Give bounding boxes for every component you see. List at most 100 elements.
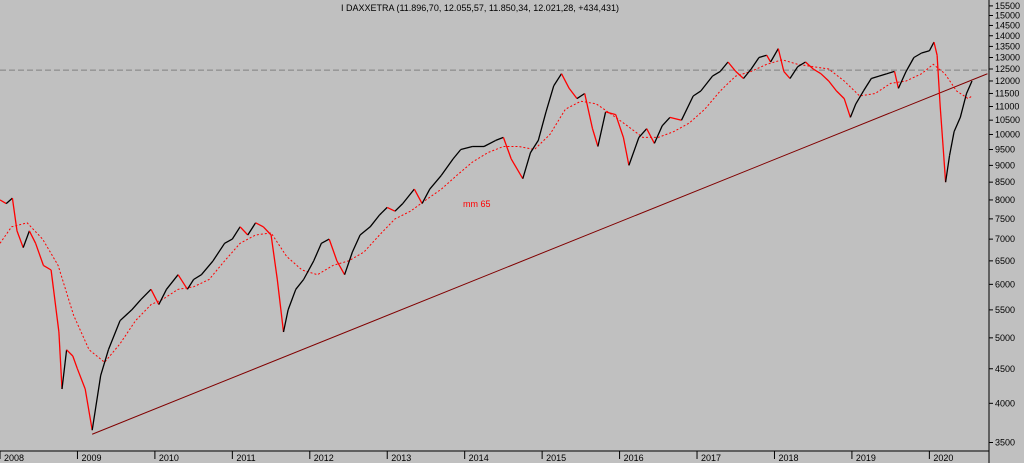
y-tick-label: 4000 xyxy=(995,398,1015,408)
price-segment xyxy=(5,197,13,205)
price-segment xyxy=(812,68,822,75)
y-tick-label: 6000 xyxy=(995,279,1015,289)
price-segment xyxy=(805,61,814,70)
price-segment xyxy=(789,66,799,79)
price-segment xyxy=(76,368,86,390)
price-segment xyxy=(605,111,616,116)
price-segment xyxy=(591,128,599,147)
price-segment xyxy=(440,158,454,176)
price-segment xyxy=(871,75,880,80)
price-segment xyxy=(200,260,214,276)
price-segment xyxy=(72,355,79,370)
y-tick-label: 15000 xyxy=(995,11,1020,21)
price-segment xyxy=(247,222,257,236)
price-segment xyxy=(351,234,361,253)
price-segment xyxy=(165,274,179,290)
price-segment xyxy=(270,234,278,280)
price-segment xyxy=(692,90,702,97)
y-tick-label: 6500 xyxy=(995,256,1015,266)
price-segment xyxy=(770,48,779,63)
price-segment xyxy=(295,279,305,290)
price-segment xyxy=(959,93,968,118)
trendline-layer xyxy=(91,73,988,435)
y-tick-label: 3500 xyxy=(995,437,1015,447)
price-segment xyxy=(928,41,935,52)
y-tick-label: 4500 xyxy=(995,364,1015,374)
x-tick-label: 2010 xyxy=(159,453,179,463)
x-axis: 2008 2009 2010 2011 2012 2013 2014 2015 2016 2017… xyxy=(0,451,953,463)
y-tick-label: 13000 xyxy=(995,52,1020,62)
moving-average-label: mm 65 xyxy=(463,199,491,209)
y-tick-label: 9000 xyxy=(995,160,1015,170)
y-tick-label: 12000 xyxy=(995,76,1020,86)
price-segment xyxy=(742,68,752,79)
price-segment xyxy=(336,260,346,276)
price-segment xyxy=(502,137,512,160)
price-segment xyxy=(66,349,74,357)
x-tick-label: 2011 xyxy=(236,453,255,463)
price-segment xyxy=(282,309,289,333)
trendline xyxy=(91,73,988,435)
price-segment xyxy=(413,188,423,204)
price-segment xyxy=(942,149,947,183)
price-segment xyxy=(849,103,857,118)
y-tick-label: 5500 xyxy=(995,305,1015,315)
price-segment xyxy=(150,289,160,305)
price-segment xyxy=(576,92,586,100)
x-tick-label: 2013 xyxy=(391,453,411,463)
price-segment xyxy=(560,73,570,89)
price-segment xyxy=(343,251,354,275)
price-segment xyxy=(661,116,671,127)
price-segment xyxy=(483,139,497,148)
x-tick-label: 2012 xyxy=(314,453,334,463)
price-segment xyxy=(16,230,24,248)
y-tick-label: 15500 xyxy=(995,1,1020,11)
price-segment xyxy=(766,54,772,63)
x-tick-label: 2019 xyxy=(856,453,876,463)
price-segment xyxy=(948,131,955,156)
price-segment xyxy=(359,226,371,236)
price-segment xyxy=(158,289,168,305)
price-segment xyxy=(140,288,152,300)
price-segment xyxy=(735,70,744,79)
price-segment xyxy=(965,80,973,94)
price-segment xyxy=(50,269,60,333)
price-segment xyxy=(328,238,338,262)
price-segment xyxy=(460,145,473,151)
price-segment xyxy=(131,298,142,311)
price-segment xyxy=(28,230,37,244)
price-segment xyxy=(828,80,837,92)
price-segment xyxy=(797,61,806,68)
price-segment xyxy=(510,158,524,180)
price-segment xyxy=(777,48,785,72)
price-segment xyxy=(231,226,241,240)
x-tick-label: 2018 xyxy=(778,453,798,463)
price-segment xyxy=(421,188,431,204)
price-segment xyxy=(429,174,442,190)
price-segment xyxy=(107,320,121,351)
price-segment xyxy=(783,70,791,79)
price-segment xyxy=(855,90,865,105)
price-segment xyxy=(913,52,922,59)
y-tick-label: 9500 xyxy=(995,145,1015,155)
y-tick-label: 7500 xyxy=(995,214,1015,224)
price-segment xyxy=(11,198,18,231)
price-segment xyxy=(597,111,607,147)
y-tick-label: 5000 xyxy=(995,333,1015,343)
price-segment xyxy=(119,309,133,322)
price-segment xyxy=(22,230,31,248)
price-segment xyxy=(0,199,7,205)
price-segment xyxy=(944,155,951,183)
x-tick-label: 2009 xyxy=(81,453,101,463)
price-segment xyxy=(953,117,961,132)
x-tick-label: 2014 xyxy=(469,453,489,463)
price-segment xyxy=(321,238,330,244)
price-segment xyxy=(186,279,195,290)
price-segment xyxy=(878,73,887,77)
price-segment xyxy=(276,279,285,333)
price-segment xyxy=(58,331,63,390)
price-segment xyxy=(936,55,941,107)
price-segment xyxy=(646,128,655,144)
price-segment xyxy=(553,73,563,87)
